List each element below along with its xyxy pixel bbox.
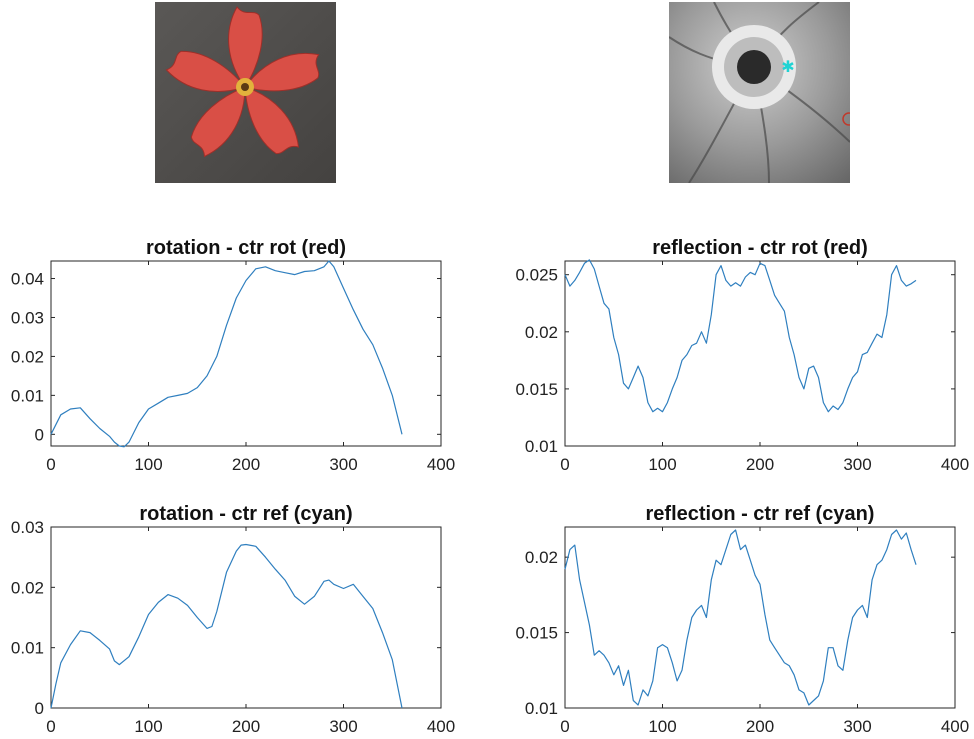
x-tick-label: 400 xyxy=(941,455,969,474)
flower-photo-red-graphic xyxy=(155,2,336,183)
chart-title: rotation - ctr ref (cyan) xyxy=(139,503,352,525)
y-tick-label: 0.01 xyxy=(525,437,558,456)
x-tick-label: 200 xyxy=(746,455,774,474)
plot-frame xyxy=(50,260,442,447)
x-tick-label: 300 xyxy=(843,717,871,736)
y-tick-label: 0.03 xyxy=(11,518,44,537)
chart-title: rotation - ctr rot (red) xyxy=(146,237,346,259)
flower-petals xyxy=(165,6,320,158)
series-line xyxy=(564,529,917,706)
x-tick-label: 300 xyxy=(843,455,871,474)
y-tick-label: 0.015 xyxy=(515,380,558,399)
red-circle-marker xyxy=(842,112,850,126)
y-tick-label: 0.02 xyxy=(11,347,44,366)
x-tick-label: 0 xyxy=(46,455,55,474)
y-tick-label: 0 xyxy=(35,699,44,718)
flower-photo-grey-graphic: ✱ xyxy=(669,2,850,183)
series-line xyxy=(50,543,403,709)
plot-frame xyxy=(50,526,442,709)
y-tick-label: 0.04 xyxy=(11,270,44,289)
chart-reflection-ctr-rot: reflection - ctr rot (red) 0 100 200 300 400 0… xyxy=(515,237,969,474)
flower-center xyxy=(737,50,771,84)
x-tick-label: 400 xyxy=(427,455,455,474)
series-line xyxy=(564,259,917,413)
x-tick-label: 200 xyxy=(232,717,260,736)
x-tick-label: 100 xyxy=(648,717,676,736)
x-tick-label: 100 xyxy=(134,455,162,474)
x-tick-label: 400 xyxy=(427,717,455,736)
plot-frame xyxy=(564,526,956,709)
x-tick-label: 300 xyxy=(329,717,357,736)
x-tick-label: 300 xyxy=(329,455,357,474)
y-tick-label: 0.03 xyxy=(11,308,44,327)
x-tick-label: 0 xyxy=(46,717,55,736)
y-tick-label: 0.025 xyxy=(515,266,558,285)
series-line xyxy=(50,260,403,448)
y-tick-label: 0.01 xyxy=(525,699,558,718)
chart-title: reflection - ctr rot (red) xyxy=(652,237,868,259)
x-tick-label: 0 xyxy=(560,717,569,736)
y-tick-label: 0 xyxy=(35,425,44,444)
plot-frame xyxy=(564,260,956,447)
flower-pistil xyxy=(241,83,249,91)
cyan-star-marker: ✱ xyxy=(781,57,794,76)
flower-photo-grey: ✱ xyxy=(669,2,850,183)
x-tick-label: 200 xyxy=(746,717,774,736)
flower-photo-red xyxy=(155,2,336,183)
chart-rotation-ctr-ref: rotation - ctr ref (cyan) 0 100 200 300 400 0 0… xyxy=(11,503,455,736)
x-tick-label: 100 xyxy=(648,455,676,474)
chart-title: reflection - ctr ref (cyan) xyxy=(646,503,875,525)
y-tick-label: 0.02 xyxy=(11,578,44,597)
x-tick-label: 400 xyxy=(941,717,969,736)
y-tick-label: 0.015 xyxy=(515,624,558,643)
y-tick-label: 0.01 xyxy=(11,386,44,405)
y-tick-label: 0.02 xyxy=(525,548,558,567)
chart-rotation-ctr-rot: rotation - ctr rot (red) 0 100 200 300 400 0 0.… xyxy=(11,237,455,474)
chart-reflection-ctr-ref: reflection - ctr ref (cyan) 0 100 200 300 400… xyxy=(515,503,969,736)
x-tick-label: 100 xyxy=(134,717,162,736)
y-tick-label: 0.01 xyxy=(11,639,44,658)
x-tick-label: 200 xyxy=(232,455,260,474)
x-tick-label: 0 xyxy=(560,455,569,474)
y-tick-label: 0.02 xyxy=(525,323,558,342)
